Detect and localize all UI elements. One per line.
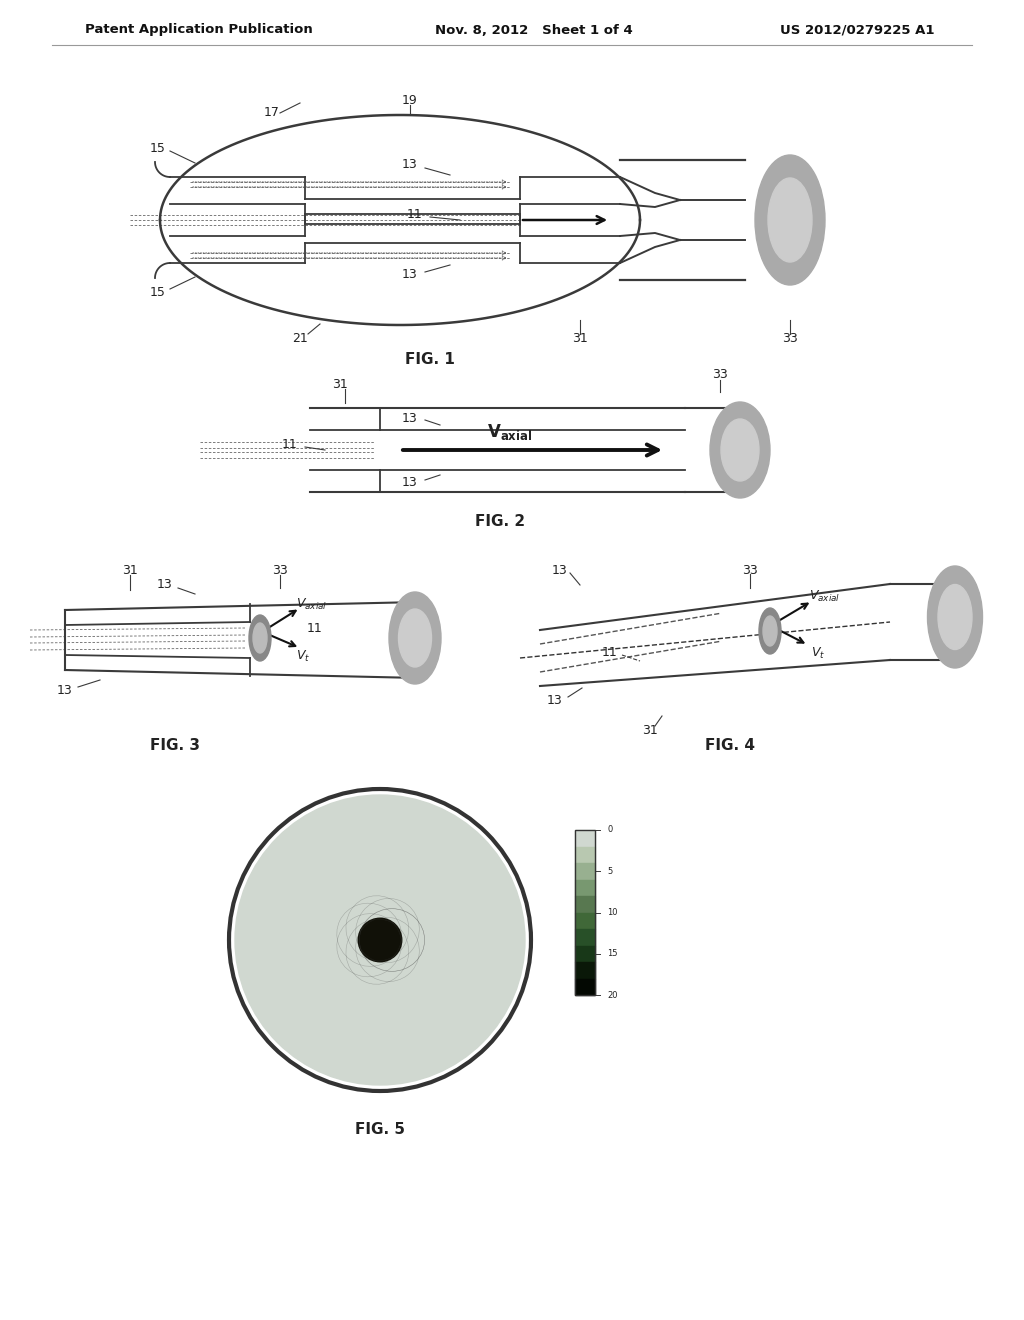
- Text: 33: 33: [712, 368, 728, 381]
- Bar: [575, 962, 595, 978]
- Ellipse shape: [721, 418, 759, 480]
- Text: FIG. 4: FIG. 4: [705, 738, 755, 752]
- Text: 13: 13: [157, 578, 173, 591]
- Text: 11: 11: [283, 438, 298, 451]
- Text: 31: 31: [332, 379, 348, 392]
- Circle shape: [304, 865, 456, 1015]
- Circle shape: [282, 841, 478, 1039]
- Bar: [575, 830, 595, 995]
- Ellipse shape: [710, 403, 770, 498]
- Text: 31: 31: [122, 564, 138, 577]
- Ellipse shape: [389, 591, 441, 684]
- Text: $V_{axial}$: $V_{axial}$: [296, 597, 328, 611]
- Text: Patent Application Publication: Patent Application Publication: [85, 24, 312, 37]
- Ellipse shape: [759, 609, 781, 653]
- Circle shape: [247, 807, 513, 1073]
- Text: $V_t$: $V_t$: [296, 648, 310, 664]
- Text: 13: 13: [57, 684, 73, 697]
- Text: $V_{axial}$: $V_{axial}$: [809, 589, 841, 603]
- Bar: [575, 846, 595, 863]
- Text: 13: 13: [402, 475, 418, 488]
- Text: 11: 11: [307, 622, 323, 635]
- Bar: [575, 896, 595, 912]
- Circle shape: [334, 894, 426, 986]
- Circle shape: [316, 876, 443, 1003]
- Circle shape: [293, 853, 467, 1027]
- Circle shape: [339, 899, 421, 981]
- Text: $\mathbf{V_{axial}}$: $\mathbf{V_{axial}}$: [487, 422, 532, 442]
- Circle shape: [258, 818, 502, 1061]
- Circle shape: [287, 847, 473, 1032]
- Text: 13: 13: [552, 564, 568, 577]
- Text: Nov. 8, 2012   Sheet 1 of 4: Nov. 8, 2012 Sheet 1 of 4: [435, 24, 633, 37]
- Text: 13: 13: [402, 158, 418, 172]
- Text: 19: 19: [402, 94, 418, 107]
- Text: 15: 15: [151, 141, 166, 154]
- Text: FIG. 2: FIG. 2: [475, 515, 525, 529]
- Circle shape: [345, 906, 415, 974]
- Bar: [575, 978, 595, 995]
- Ellipse shape: [763, 616, 777, 645]
- Circle shape: [269, 830, 490, 1051]
- Circle shape: [252, 812, 508, 1068]
- Text: 17: 17: [264, 107, 280, 120]
- Text: 5: 5: [607, 867, 612, 875]
- Text: FIG. 1: FIG. 1: [406, 352, 455, 367]
- Text: 31: 31: [572, 331, 588, 345]
- Circle shape: [362, 923, 397, 957]
- Text: US 2012/0279225 A1: US 2012/0279225 A1: [780, 24, 935, 37]
- Text: $V_t$: $V_t$: [811, 645, 825, 660]
- Ellipse shape: [938, 585, 972, 649]
- Bar: [575, 879, 595, 896]
- Circle shape: [310, 870, 450, 1010]
- Text: FIG. 5: FIG. 5: [355, 1122, 406, 1138]
- Text: 11: 11: [408, 209, 423, 222]
- Ellipse shape: [253, 623, 267, 653]
- Circle shape: [241, 801, 519, 1080]
- Text: FIG. 3: FIG. 3: [150, 738, 200, 752]
- Text: 20: 20: [607, 990, 617, 999]
- Circle shape: [356, 917, 403, 964]
- Text: 33: 33: [782, 331, 798, 345]
- Ellipse shape: [755, 154, 825, 285]
- Text: 21: 21: [292, 331, 308, 345]
- Circle shape: [358, 919, 401, 962]
- Text: 15: 15: [607, 949, 617, 958]
- Text: 38: 38: [262, 924, 278, 936]
- Bar: [575, 863, 595, 879]
- Bar: [575, 929, 595, 945]
- Ellipse shape: [249, 615, 271, 661]
- Text: 15: 15: [151, 285, 166, 298]
- Bar: [575, 912, 595, 929]
- Text: 0: 0: [607, 825, 612, 834]
- Circle shape: [234, 795, 525, 1085]
- Ellipse shape: [398, 609, 431, 667]
- Circle shape: [374, 935, 386, 946]
- Text: 10: 10: [607, 908, 617, 917]
- Circle shape: [322, 882, 438, 998]
- Circle shape: [264, 824, 496, 1056]
- Text: 11: 11: [602, 647, 617, 660]
- Bar: [575, 830, 595, 846]
- Ellipse shape: [928, 566, 982, 668]
- Text: 31: 31: [642, 723, 657, 737]
- Text: 13: 13: [547, 693, 563, 706]
- Text: 13: 13: [402, 268, 418, 281]
- Text: 13: 13: [402, 412, 418, 425]
- Bar: [575, 945, 595, 962]
- Text: 33: 33: [742, 564, 758, 577]
- Ellipse shape: [768, 178, 812, 261]
- Circle shape: [275, 836, 484, 1044]
- Circle shape: [369, 928, 391, 952]
- Circle shape: [351, 911, 409, 969]
- Text: 33: 33: [272, 564, 288, 577]
- Circle shape: [328, 888, 432, 993]
- Circle shape: [299, 859, 461, 1022]
